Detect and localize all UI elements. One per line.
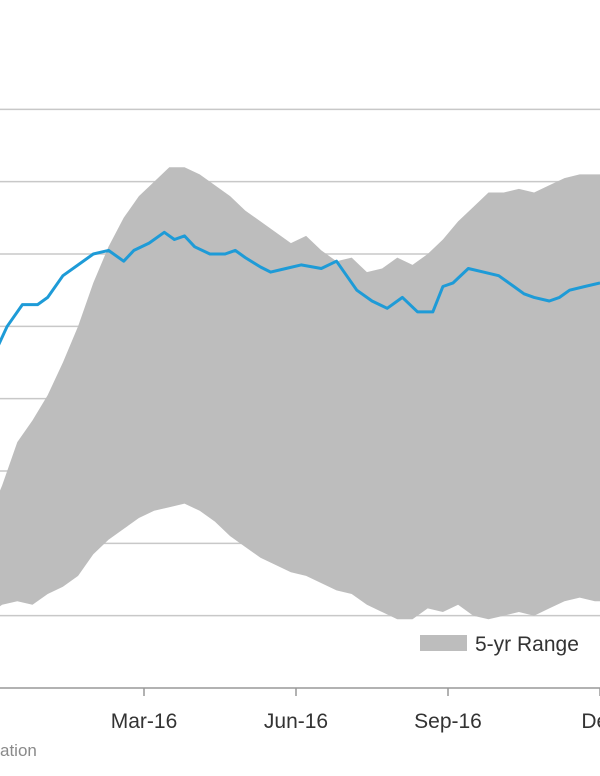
series-line-layer xyxy=(0,230,600,346)
x-tick-label-1: Mar-16 xyxy=(111,710,178,733)
source-note: ation xyxy=(0,741,37,760)
range-area-layer xyxy=(0,167,600,620)
legend-label-5-yr-range: 5-yr Range xyxy=(475,633,579,656)
x-tick-label-4: Dec xyxy=(581,710,600,733)
series-line-0 xyxy=(0,230,600,346)
range-area-5-yr-range xyxy=(0,167,600,620)
x-tick-label-2: Jun-16 xyxy=(264,710,328,733)
legend-swatch-5-yr-range xyxy=(420,635,467,651)
legend: 5-yr Range xyxy=(420,633,579,656)
x-tick-label-3: Sep-16 xyxy=(414,710,482,733)
